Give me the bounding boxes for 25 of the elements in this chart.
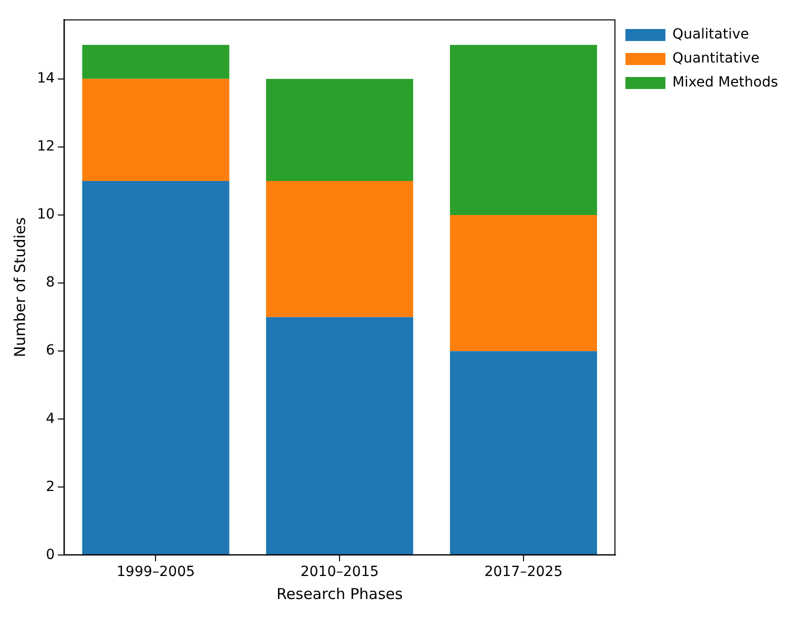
bar	[266, 180, 414, 318]
y-axis-title: Number of Studies	[10, 217, 29, 358]
bar	[82, 180, 230, 555]
bar	[82, 78, 230, 181]
x-axis-title: Research Phases	[276, 584, 403, 603]
y-tick-label: 12	[36, 138, 55, 155]
bar	[450, 215, 598, 352]
bar	[82, 44, 230, 79]
bar	[266, 78, 414, 181]
y-tick-label: 4	[46, 410, 55, 427]
legend-label: Quantitative	[672, 50, 760, 67]
y-tick-label: 6	[46, 342, 55, 359]
y-tick-label: 10	[36, 206, 55, 223]
y-tick-label: 14	[36, 70, 55, 87]
x-tick-label: 2010–2015	[300, 564, 379, 580]
y-tick-label: 2	[46, 478, 55, 495]
y-tick-label: 0	[46, 546, 55, 563]
x-tick-label: 1999–2005	[116, 564, 195, 580]
bar	[450, 44, 598, 216]
bar	[450, 351, 598, 555]
bar	[266, 317, 414, 555]
y-tick-label: 8	[46, 274, 55, 291]
x-tick-label: 2017–2025	[484, 564, 563, 580]
legend-label: Mixed Methods	[672, 74, 778, 91]
legend-label: Qualitative	[672, 26, 750, 43]
